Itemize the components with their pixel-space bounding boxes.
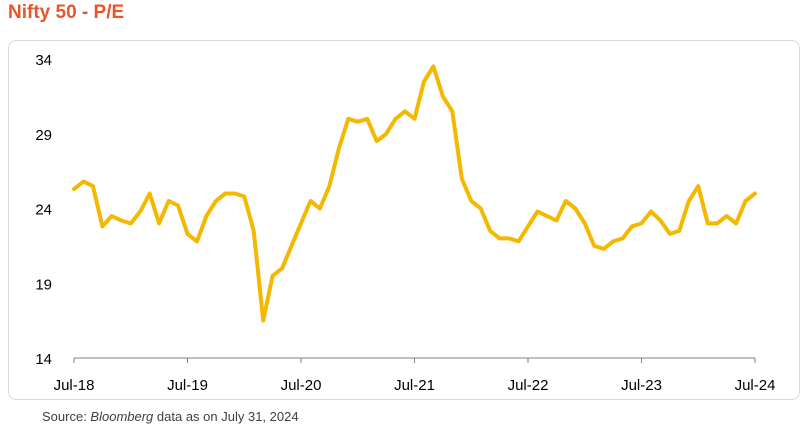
data-point <box>498 236 502 240</box>
pe-series-line <box>72 64 757 323</box>
y-tick-label: 34 <box>35 52 52 69</box>
data-point <box>479 206 483 211</box>
data-point <box>91 184 95 188</box>
data-point <box>696 184 700 188</box>
data-point <box>195 239 199 243</box>
data-point <box>658 218 663 223</box>
data-point <box>214 199 218 203</box>
data-point <box>346 117 350 121</box>
data-point <box>242 194 246 199</box>
data-point <box>365 117 369 121</box>
data-point <box>129 221 133 225</box>
data-point <box>327 184 331 188</box>
source-suffix: data as on July 31, 2024 <box>153 409 299 424</box>
data-point <box>649 209 653 214</box>
data-point <box>384 132 388 136</box>
source-note: Source: Bloomberg data as on July 31, 20… <box>42 409 299 424</box>
data-point <box>469 199 473 203</box>
data-point <box>148 191 152 196</box>
data-point <box>337 147 341 151</box>
data-point <box>621 236 625 240</box>
data-point <box>592 244 596 248</box>
data-point <box>72 187 76 191</box>
data-point <box>516 239 521 243</box>
data-point <box>110 214 114 218</box>
source-name: Bloomberg <box>90 409 154 424</box>
data-point <box>233 191 237 196</box>
data-point <box>81 180 86 184</box>
data-point <box>753 191 757 196</box>
data-point <box>289 244 294 248</box>
data-point <box>223 191 227 196</box>
data-point <box>176 203 180 208</box>
source-prefix: Source: <box>42 409 91 424</box>
data-point <box>185 232 190 236</box>
data-point <box>602 247 606 251</box>
data-point <box>299 221 303 225</box>
data-point <box>743 199 748 203</box>
data-point <box>450 109 454 113</box>
data-point <box>564 199 568 203</box>
data-point <box>167 199 171 203</box>
x-tick-label: Jul-21 <box>394 377 435 394</box>
y-tick-label: 24 <box>35 202 52 219</box>
data-point <box>157 221 161 225</box>
x-tick-label: Jul-18 <box>54 377 95 394</box>
data-point <box>422 79 426 83</box>
data-point <box>677 229 681 233</box>
chart-panel <box>8 40 800 400</box>
x-tick-label: Jul-19 <box>167 377 208 394</box>
data-point <box>715 221 719 225</box>
x-tick-label: Jul-22 <box>508 377 549 394</box>
data-point <box>583 221 587 225</box>
data-point <box>318 206 322 211</box>
data-point <box>100 224 104 228</box>
chart-title: Nifty 50 - P/E <box>8 2 125 23</box>
data-point <box>356 120 360 124</box>
data-point <box>725 214 729 218</box>
data-point <box>630 224 634 228</box>
data-point <box>706 221 710 225</box>
data-point <box>734 221 738 225</box>
data-point <box>375 139 379 143</box>
data-point <box>668 232 672 236</box>
data-point <box>460 177 464 181</box>
x-tick-label: Jul-23 <box>621 377 662 394</box>
data-point <box>687 199 691 203</box>
data-point <box>554 218 559 223</box>
data-point <box>308 199 313 203</box>
data-point <box>252 229 256 233</box>
data-point <box>138 209 142 214</box>
data-point <box>535 209 540 214</box>
data-point <box>573 206 577 211</box>
y-tick-label: 14 <box>35 351 52 368</box>
data-point <box>611 239 615 243</box>
data-point <box>261 319 265 323</box>
data-point <box>394 117 398 121</box>
data-point <box>431 64 435 69</box>
data-point <box>545 214 549 218</box>
x-tick-label: Jul-20 <box>281 377 322 394</box>
y-tick-label: 19 <box>35 276 52 293</box>
data-point <box>271 274 275 278</box>
data-point <box>639 221 644 225</box>
data-point <box>412 117 417 121</box>
data-point <box>441 94 445 98</box>
data-point <box>204 214 208 218</box>
data-point <box>280 266 284 270</box>
data-point <box>507 236 511 240</box>
data-point <box>119 218 123 223</box>
data-point <box>403 109 407 113</box>
y-tick-label: 29 <box>35 127 52 144</box>
data-point <box>526 224 530 228</box>
x-tick-label: Jul-24 <box>735 377 776 394</box>
data-point <box>488 229 492 233</box>
